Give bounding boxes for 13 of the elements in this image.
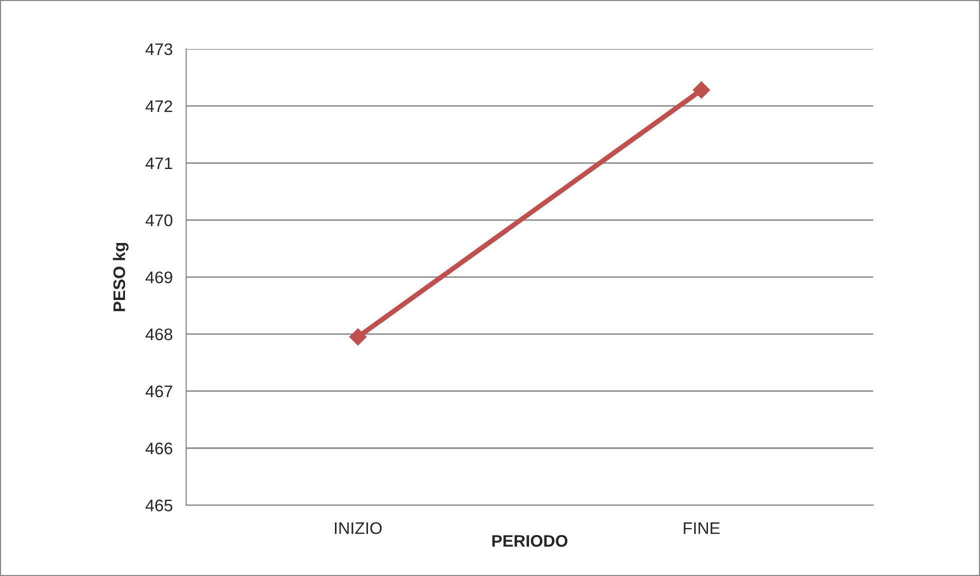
x-tick-label: FINE bbox=[684, 522, 720, 534]
y-tick-label: 467 bbox=[146, 386, 172, 398]
y-tick-label: 471 bbox=[146, 158, 172, 170]
x-axis-title: PERIODO bbox=[492, 535, 568, 547]
y-tick-label: 466 bbox=[146, 442, 172, 454]
y-tick-label: 469 bbox=[146, 271, 172, 284]
y-tick-label: 473 bbox=[146, 43, 172, 56]
x-tick-label: INIZIO bbox=[334, 522, 382, 534]
y-tick-label: 470 bbox=[146, 214, 172, 226]
y-tick-label: 468 bbox=[146, 328, 172, 340]
y-axis-title: PESO kg bbox=[112, 242, 129, 312]
y-tick-label: 472 bbox=[146, 100, 172, 112]
y-tick-label: 465 bbox=[146, 500, 172, 512]
